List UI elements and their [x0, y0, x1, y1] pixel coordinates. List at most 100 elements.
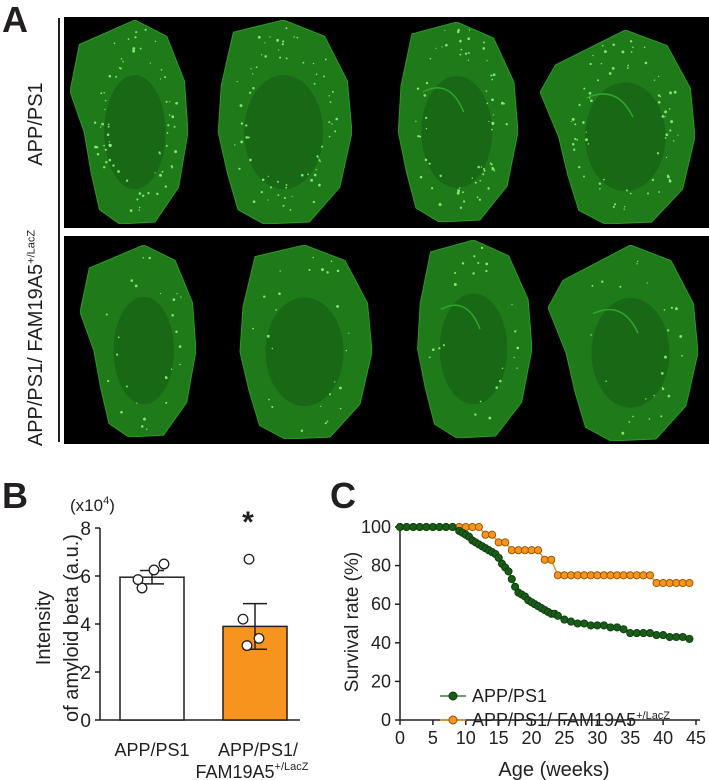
amyloid-plaque [171, 166, 174, 169]
amyloid-plaque [681, 354, 683, 357]
survival-point-2 [678, 578, 687, 588]
amyloid-plaque [312, 256, 314, 259]
amyloid-plaque [648, 418, 651, 420]
x-category-fam-sup: +/LacZ [275, 761, 309, 773]
amyloid-plaque [308, 268, 311, 271]
amyloid-plaque [170, 165, 173, 168]
amyloid-plaque [107, 123, 110, 126]
y-tick-label: 0 [381, 710, 391, 730]
amyloid-plaque [279, 56, 282, 59]
survival-point-1 [606, 623, 615, 632]
amyloid-plaque [249, 158, 252, 162]
survival-point-1 [573, 619, 582, 628]
amyloid-plaque [645, 398, 647, 400]
amyloid-plaque [453, 283, 457, 286]
y-tick-label: 2 [80, 663, 91, 684]
amyloid-plaque [485, 269, 488, 273]
x-tick-label: 25 [554, 728, 574, 748]
amyloid-plaque [105, 160, 108, 164]
amyloid-plaque [336, 269, 340, 273]
amyloid-plaque [574, 123, 577, 126]
amyloid-plaque [430, 187, 434, 190]
data-point [132, 574, 144, 586]
row-label-app-ps1-fam19a5: APP/PS1/ FAM19A5+/LacZ [25, 148, 51, 528]
amyloid-plaque [492, 114, 495, 116]
amyloid-plaque [457, 189, 461, 193]
amyloid-plaque [339, 407, 342, 410]
brain-section-group [417, 240, 532, 438]
amyloid-plaque [500, 101, 504, 105]
amyloid-plaque [612, 205, 615, 208]
survival-point-2 [507, 546, 516, 555]
brain-section-top-4 [540, 30, 695, 224]
amyloid-plaque [489, 162, 492, 165]
amyloid-plaque [490, 164, 492, 166]
amyloid-plaque [148, 256, 151, 260]
amyloid-plaque [624, 206, 626, 208]
amyloid-plaque [667, 329, 670, 332]
survival-point-2 [534, 546, 543, 555]
x-tick-label: 10 [456, 728, 476, 748]
amyloid-plaque [250, 68, 252, 70]
amyloid-plaque [108, 144, 112, 147]
amyloid-plaque [461, 262, 465, 265]
amyloid-plaque [130, 279, 134, 282]
amyloid-plaque [143, 417, 146, 421]
amyloid-plaque [171, 314, 174, 317]
survival-point-2 [606, 571, 615, 580]
amyloid-plaque [279, 270, 281, 272]
amyloid-plaque [670, 120, 674, 124]
amyloid-plaque [103, 166, 106, 169]
amyloid-plaque [334, 381, 336, 383]
amyloid-plaque [269, 186, 273, 189]
survival-point-1 [402, 522, 411, 532]
row-label-fam19a5-sup: +/LacZ [25, 229, 38, 264]
amyloid-plaque [612, 43, 615, 46]
legend-label-fam19a5: APP/PS1/ FAM19A5+/LacZ [472, 710, 670, 730]
panel-b-letter: B [2, 475, 28, 516]
survival-point-2 [665, 578, 674, 588]
panel-a-letter: A [2, 0, 28, 40]
amyloid-plaque [481, 247, 483, 249]
amyloid-plaque [445, 43, 448, 47]
amyloid-plaque [252, 327, 254, 330]
brain-section-hippocampus [440, 304, 481, 330]
x-tick-label: 5 [428, 728, 438, 748]
amyloid-plaque [108, 158, 112, 162]
brain-section-top-1-image [70, 20, 188, 224]
amyloid-plaque [104, 108, 106, 111]
amyloid-plaque [583, 87, 586, 90]
amyloid-plaque [268, 398, 270, 401]
brain-section-bottom-2-image [239, 245, 372, 439]
amyloid-plaque [628, 421, 631, 423]
x-axis-label: Age (weeks) [498, 759, 609, 780]
amyloid-plaque [669, 129, 672, 132]
amyloid-plaque [456, 191, 460, 195]
amyloid-plaque [578, 103, 581, 106]
amyloid-plaque [669, 91, 672, 95]
amyloid-plaque [107, 379, 110, 383]
survival-point-1 [553, 611, 562, 620]
amyloid-plaque [260, 190, 263, 194]
survival-point-1 [593, 621, 602, 630]
amyloid-plaque [180, 296, 182, 298]
amyloid-plaque [478, 198, 482, 201]
amyloid-plaque [169, 101, 171, 103]
brain-section-striatum [585, 82, 666, 191]
amyloid-plaque [632, 46, 634, 49]
x-category-label-app-ps1: APP/PS1 [114, 740, 189, 760]
survival-line-1 [400, 526, 690, 640]
brain-section-group [397, 22, 518, 222]
amyloid-plaque [516, 367, 518, 369]
survival-point-2 [540, 555, 549, 564]
data-point [243, 553, 255, 565]
amyloid-plaque [107, 125, 110, 128]
amyloid-plaque [419, 176, 423, 179]
legend-label-fam19a5-text: APP/PS1/ FAM19A5 [472, 710, 636, 730]
brain-section-group [70, 20, 188, 224]
legend-label-fam19a5-sup: +/LacZ [636, 710, 670, 722]
amyloid-plaque [598, 182, 602, 185]
brain-section-striatum [265, 297, 344, 406]
y-tick-label: 60 [371, 594, 391, 614]
amyloid-plaque [94, 145, 97, 149]
